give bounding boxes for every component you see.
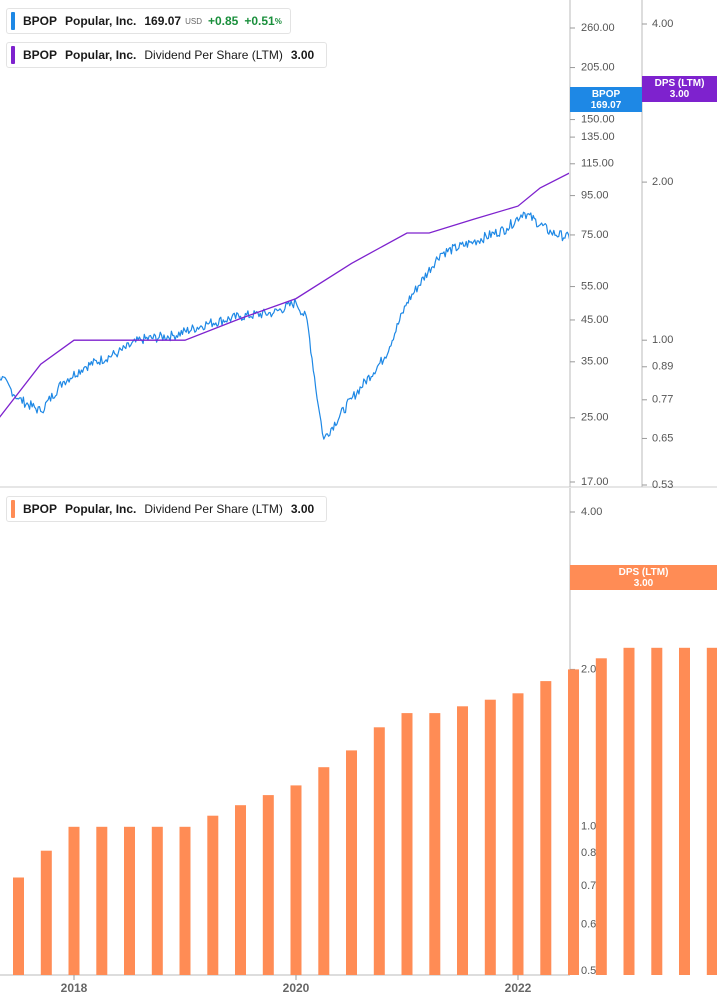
legend-metric: Dividend Per Share (LTM) xyxy=(144,502,283,516)
price-series-line xyxy=(0,211,569,440)
dps-bar xyxy=(595,658,607,975)
dps-bar xyxy=(68,826,80,975)
legend-dps-value: 3.00 xyxy=(290,48,315,62)
price-tick-label: 17.00 xyxy=(581,476,609,488)
dps-bar xyxy=(429,713,441,975)
dps-tag-bottom: DPS (LTM) 3.00 xyxy=(570,565,717,590)
dps-series-line xyxy=(0,172,569,418)
legend-dps-value: 3.00 xyxy=(290,502,315,516)
dps-bar xyxy=(484,699,496,975)
price-tick-label: 205.00 xyxy=(581,61,615,73)
dps-bar xyxy=(151,826,163,975)
legend-price-unit: USD xyxy=(185,16,202,26)
dps-bar xyxy=(262,795,274,975)
legend-company: Popular, Inc. xyxy=(65,48,137,62)
dps-bar xyxy=(346,750,357,975)
dps-bar xyxy=(623,647,635,975)
legend-company: Popular, Inc. xyxy=(65,502,137,516)
dps-bar xyxy=(290,785,302,975)
dps-tick-label: 0.77 xyxy=(652,394,673,406)
dps-bar-swatch xyxy=(11,500,15,518)
price-tick-label: 150.00 xyxy=(581,113,615,125)
legend-price: BPOP Popular, Inc. 169.07 USD +0.85 +0.5… xyxy=(6,8,291,34)
dps-bar xyxy=(207,815,219,975)
dps-bar xyxy=(401,713,413,975)
dps-bar xyxy=(13,877,24,975)
x-tick-label: 2022 xyxy=(505,981,532,995)
legend-price-change: +0.85 xyxy=(207,14,239,28)
dps-bar xyxy=(568,669,579,975)
dps-tick-label: 0.89 xyxy=(652,361,673,373)
price-tag: BPOP 169.07 xyxy=(570,87,642,112)
dps-tag-value: 3.00 xyxy=(669,89,690,100)
price-tag-ticker: BPOP xyxy=(591,88,621,100)
dps-bar xyxy=(373,727,385,975)
x-tick-label: 2018 xyxy=(61,981,88,995)
price-tick-label: 25.00 xyxy=(581,412,609,424)
dps-bar xyxy=(96,826,108,975)
dps-tag-value: 3.00 xyxy=(633,577,654,589)
legend-price-change-pct: +0.51 xyxy=(244,14,275,28)
dps-tick-label: 0.53 xyxy=(652,479,673,491)
dps-bar xyxy=(457,706,468,975)
legend-metric: Dividend Per Share (LTM) xyxy=(144,48,283,62)
price-tag-value: 169.07 xyxy=(590,99,622,111)
dps-tag-label: DPS (LTM) xyxy=(618,566,669,578)
dps-bar xyxy=(318,767,330,975)
legend-dps-bottom: BPOP Popular, Inc. Dividend Per Share (L… xyxy=(6,496,328,522)
legend-pct-sign: % xyxy=(274,16,282,26)
dps-bar xyxy=(706,647,717,975)
dps-bar xyxy=(40,850,52,975)
x-tick-label: 2020 xyxy=(283,981,310,995)
legend-ticker: BPOP xyxy=(23,502,58,516)
dps-tick-label: 1.00 xyxy=(652,334,673,346)
dps-tick-label: 0.65 xyxy=(652,432,673,444)
dps-tag-label: DPS (LTM) xyxy=(654,78,705,89)
price-tick-label: 55.00 xyxy=(581,280,609,292)
dps-tick-label: 2.00 xyxy=(652,176,673,188)
legend-dps-top: BPOP Popular, Inc. Dividend Per Share (L… xyxy=(6,42,328,68)
dps-bar xyxy=(540,681,552,975)
price-tick-label: 45.00 xyxy=(581,314,609,326)
price-tick-label: 260.00 xyxy=(581,22,615,34)
dps-line-swatch xyxy=(11,46,15,64)
dps-tick-label: 4.00 xyxy=(652,18,673,30)
legend-price-value: 169.07 xyxy=(144,14,182,28)
price-tick-label: 35.00 xyxy=(581,356,609,368)
price-tick-label: 135.00 xyxy=(581,131,615,143)
legend-company: Popular, Inc. xyxy=(65,14,137,28)
bar-tick-label: 4.00 xyxy=(581,506,602,518)
dps-bar xyxy=(235,805,246,975)
legend-ticker: BPOP xyxy=(23,48,58,62)
dps-tag-top: DPS (LTM) 3.00 xyxy=(642,76,717,102)
dps-bar xyxy=(679,647,690,975)
dps-bar xyxy=(512,693,524,975)
dps-bar xyxy=(179,826,191,975)
dps-bar xyxy=(124,826,135,975)
price-tick-label: 95.00 xyxy=(581,189,609,201)
price-tick-label: 115.00 xyxy=(581,158,614,170)
legend-ticker: BPOP xyxy=(23,14,58,28)
price-tick-label: 75.00 xyxy=(581,229,609,241)
dps-bar xyxy=(651,647,663,975)
price-swatch xyxy=(11,12,15,30)
